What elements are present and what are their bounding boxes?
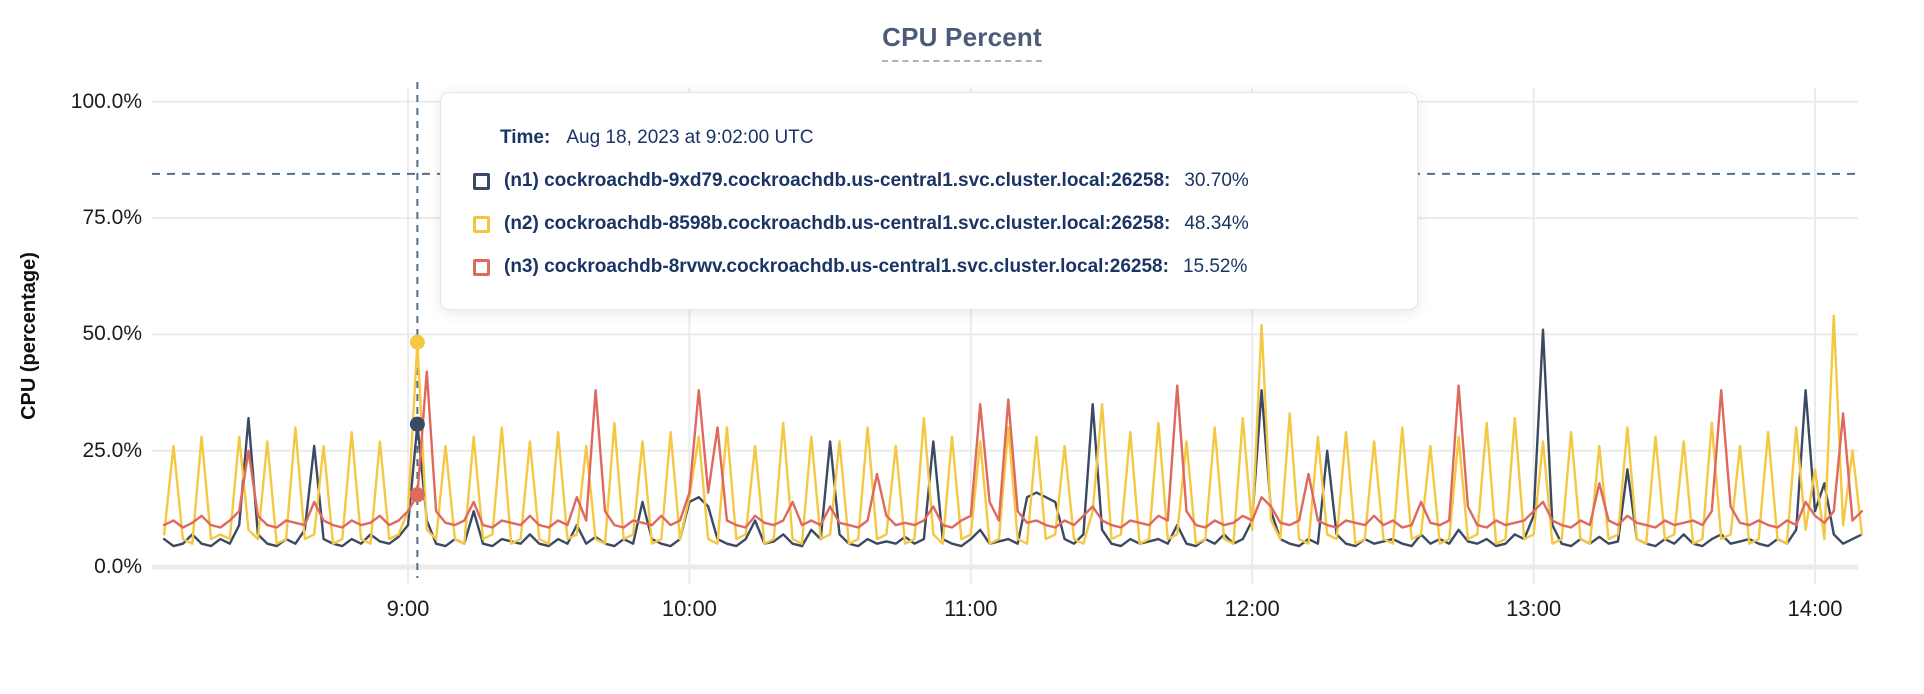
y-tick-50: 50.0% [82,322,142,346]
x-tick-11: 11:00 [944,596,998,621]
x-tick-9: 9:00 [386,596,430,621]
chart-title-text: CPU Percent [882,22,1042,62]
series-line-n3 [162,370,1864,529]
x-tick-14: 14:00 [1787,596,1843,621]
tooltip-legend-row-n1: (n1) cockroachdb-9xd79.cockroachdb.us-ce… [473,170,1387,192]
tooltip-legend-row-n3: (n3) cockroachdb-8rvwv.cockroachdb.us-ce… [473,256,1387,278]
tooltip-time-row: Time: Aug 18, 2023 at 9:02:00 UTC [500,127,1387,149]
tooltip-time-value: Aug 18, 2023 at 9:02:00 UTC [566,127,814,148]
x-tick-13: 13:00 [1506,596,1562,621]
y-tick-100: 100.0% [70,89,142,113]
y-tick-75: 75.0% [82,206,142,230]
crosshair-dot-n3 [409,487,425,503]
tooltip-time-label: Time: [500,127,551,148]
series-n3-label: (n3) cockroachdb-8rvwv.cockroachdb.us-ce… [504,256,1169,277]
crosshair-dot-n2 [409,334,425,350]
hover-tooltip: Time: Aug 18, 2023 at 9:02:00 UTC (n1) co… [440,92,1418,310]
series-n3-swatch-icon [473,258,490,276]
series-line-n1 [162,328,1864,548]
y-tick-0: 0.0% [94,555,142,578]
series-n1-value: 30.70% [1184,170,1249,191]
x-tick-10: 10:00 [661,596,717,621]
series-n2-label: (n2) cockroachdb-8598b.cockroachdb.us-ce… [504,213,1171,234]
crosshair-dot-n1 [409,416,425,432]
series-n2-value: 48.34% [1184,213,1249,234]
chart-title: CPU Percent [0,22,1924,62]
x-tick-12: 12:00 [1224,596,1280,621]
series-n3-value: 15.52% [1182,256,1248,277]
series-n1-swatch-icon [473,172,490,190]
series-n1-label: (n1) cockroachdb-9xd79.cockroachdb.us-ce… [504,170,1171,191]
series-n2-swatch-icon [473,215,490,233]
y-tick-25: 25.0% [82,438,142,462]
tooltip-legend-row-n2: (n2) cockroachdb-8598b.cockroachdb.us-ce… [473,213,1387,235]
